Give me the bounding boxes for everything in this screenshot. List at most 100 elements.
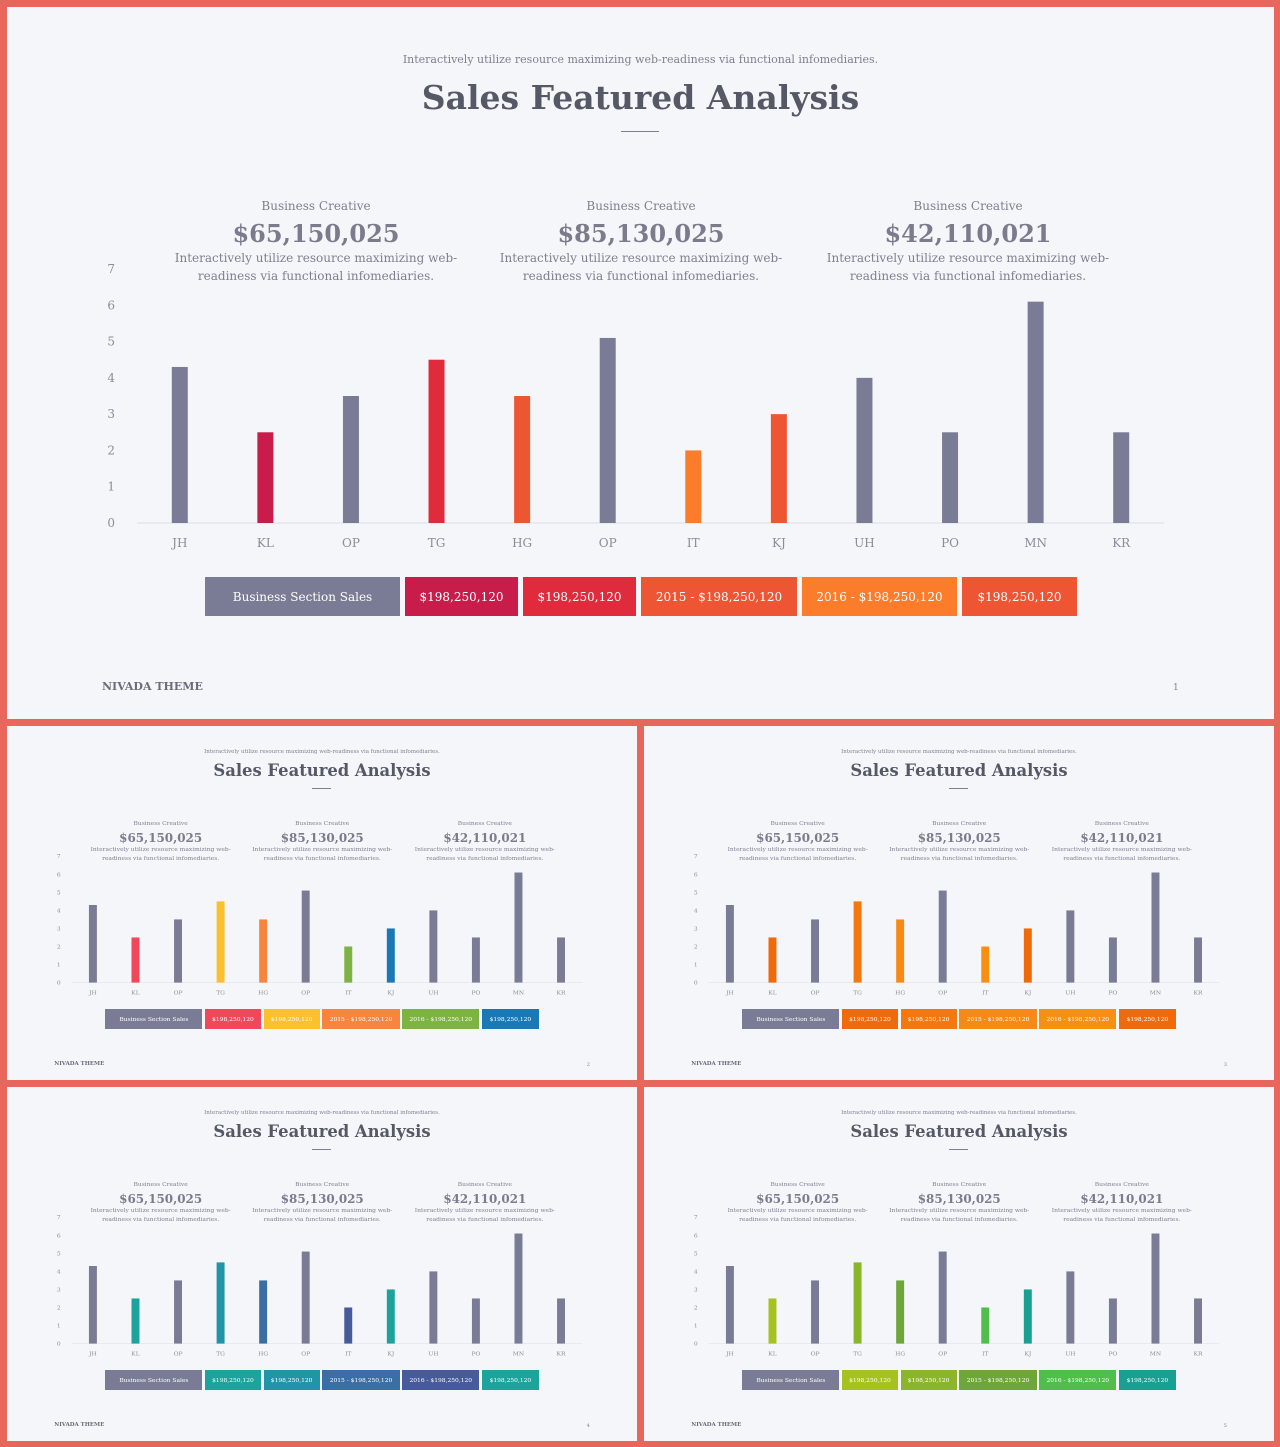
x-tick-label: KJ	[387, 1351, 394, 1358]
bar-mn	[1027, 301, 1044, 523]
x-tick-label: MN	[513, 1351, 524, 1358]
x-tick-label: KR	[1194, 1351, 1203, 1358]
kpi-description: Interactively utilize resource maximizin…	[1051, 1207, 1192, 1224]
y-tick-label: 7	[694, 853, 698, 860]
x-tick-label: OP	[811, 990, 820, 997]
title-divider	[949, 787, 969, 789]
slide-title: Sales Featured Analysis	[213, 761, 431, 781]
y-tick-label: 2	[694, 943, 698, 950]
page-number: 5	[1223, 1423, 1227, 1430]
bar-op	[811, 1280, 820, 1344]
bar-kr	[1194, 937, 1203, 983]
x-tick-label: KL	[131, 990, 139, 997]
slide-title: Sales Featured Analysis	[213, 1122, 431, 1142]
chart-legend: Business Section Sales $198,250,120 $198,2…	[105, 1009, 539, 1029]
x-tick-label: HG	[258, 1351, 268, 1358]
kpi-block: Business Creative $65,150,025 Interactivel…	[171, 197, 461, 285]
legend-item: $198,250,120	[900, 1009, 957, 1029]
kpi-description: Interactively utilize resource maximizin…	[414, 846, 555, 863]
slide-3: Interactively utilize resource maximizin…	[644, 726, 1274, 1080]
x-tick-label: JH	[725, 990, 734, 997]
y-tick-label: 4	[694, 1268, 698, 1275]
bar-kl	[257, 432, 274, 523]
bar-op	[938, 890, 947, 983]
kpi-amount: $85,130,025	[917, 831, 1001, 846]
bar-mn	[1151, 1233, 1160, 1344]
x-tick-label: KR	[1194, 990, 1203, 997]
bar-tg	[428, 359, 445, 523]
y-tick-label: 5	[57, 1250, 61, 1257]
slide-title: Sales Featured Analysis	[850, 1122, 1068, 1142]
x-tick-label: OP	[174, 1351, 183, 1358]
x-tick-label: OP	[342, 536, 360, 550]
y-tick-label: 2	[57, 1304, 61, 1311]
bar-uh	[1066, 1271, 1075, 1344]
legend-item-business-section-sales: Business Section Sales	[105, 1009, 203, 1029]
legend-item: 2016 - $198,250,120	[802, 577, 957, 616]
bar-po	[471, 937, 480, 983]
y-tick-label: 2	[57, 943, 61, 950]
y-tick-label: 0	[57, 1341, 61, 1348]
legend-item: 2015 - $198,250,120	[959, 1370, 1037, 1390]
kpi-block: Business Creative $42,110,021 Interactivel…	[1050, 1181, 1194, 1225]
kpi-description: Interactively utilize resource maximizin…	[826, 251, 1110, 283]
bar-op	[938, 1251, 947, 1344]
kpi-description: Interactively utilize resource maximizin…	[499, 251, 783, 283]
bar-kj	[1023, 1289, 1032, 1344]
x-tick-label: IT	[982, 990, 988, 997]
y-tick-label: 3	[694, 1286, 698, 1293]
footer-brand: NIVADA THEME	[54, 1421, 105, 1428]
footer-brand: NIVADA THEME	[691, 1421, 742, 1428]
slide-2: Interactively utilize resource maximizin…	[7, 726, 637, 1080]
kpi-block: Business Creative $85,130,025 Interactivel…	[250, 1181, 394, 1225]
kpi-description: Interactively utilize resource maximizin…	[252, 846, 393, 863]
legend-item: 2015 - $198,250,120	[959, 1009, 1037, 1029]
x-tick-label: OP	[811, 1351, 820, 1358]
x-tick-label: MN	[1150, 1351, 1161, 1358]
title-divider	[949, 1148, 969, 1150]
x-tick-label: KR	[557, 1351, 566, 1358]
bar-op	[811, 919, 820, 983]
slide-title: Sales Featured Analysis	[421, 78, 860, 117]
bar-po	[942, 432, 959, 523]
x-tick-label: JH	[725, 1351, 734, 1358]
legend-item: $198,250,120	[263, 1370, 320, 1390]
bar-kl	[768, 1298, 777, 1344]
bar-jh	[171, 366, 188, 523]
legend-item: 2015 - $198,250,120	[641, 577, 797, 616]
legend-item: $198,250,120	[405, 577, 518, 616]
kpi-label: Business Creative	[770, 820, 825, 828]
legend-item: $198,250,120	[481, 1009, 539, 1029]
kpi-block: Business Creative $42,110,021 Interactivel…	[823, 197, 1113, 285]
bar-hg	[896, 1280, 905, 1344]
x-tick-label: OP	[938, 1351, 947, 1358]
kpi-amount: $85,130,025	[917, 1192, 1001, 1207]
kpi-description: Interactively utilize resource maximizin…	[414, 1207, 555, 1224]
kpi-label: Business Creative	[457, 1181, 512, 1189]
x-tick-label: IT	[687, 536, 700, 550]
kpi-label: Business Creative	[586, 199, 696, 213]
y-tick-label: 4	[694, 907, 698, 914]
bar-chart: 0 1 2 3 4 5 6 7 JH KL OP TG HG OP IT KJ UH PO MN KR	[107, 262, 1164, 550]
bar-mn	[514, 1233, 523, 1344]
kpi-amount: $42,110,021	[443, 831, 527, 846]
x-tick-label: TG	[216, 1351, 225, 1358]
bar-kj	[770, 414, 787, 523]
slide-subtitle: Interactively utilize resource maximizin…	[204, 748, 440, 755]
kpi-label: Business Creative	[913, 199, 1023, 213]
y-tick-label: 4	[107, 371, 115, 385]
slide-subtitle: Interactively utilize resource maximizin…	[204, 1109, 440, 1116]
kpi-amount: $85,130,025	[280, 831, 364, 846]
x-tick-label: MN	[1024, 536, 1047, 550]
bar-chart: 0 1 2 3 4 5 6 7 JH KL OP TG HG OP IT KJ UH PO MN KR	[57, 853, 583, 997]
bar-it	[981, 946, 990, 983]
slide-5: Interactively utilize resource maximizin…	[644, 1087, 1274, 1441]
footer-brand: NIVADA THEME	[102, 680, 203, 693]
y-tick-label: 2	[694, 1304, 698, 1311]
x-tick-label: PO	[471, 990, 480, 997]
slide-1: Interactively utilize resource maximizin…	[7, 7, 1274, 719]
footer-brand: NIVADA THEME	[691, 1060, 742, 1067]
x-tick-label: MN	[1150, 990, 1161, 997]
y-tick-label: 6	[694, 1232, 698, 1239]
x-tick-label: OP	[599, 536, 617, 550]
